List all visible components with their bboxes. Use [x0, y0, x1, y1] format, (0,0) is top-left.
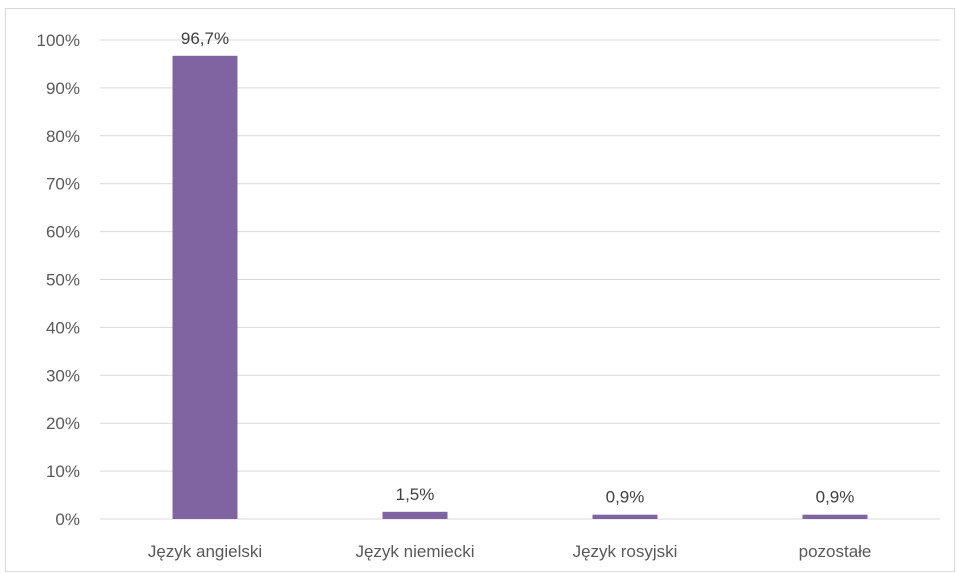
data-labels: 96,7% 1,5% 0,9% 0,9% [181, 29, 854, 507]
x-axis-ticks: Język angielski Język niemiecki Język rosy… [148, 542, 872, 561]
y-tick-label: 70% [46, 175, 80, 194]
y-tick-label: 0% [55, 510, 80, 529]
chart-frame [5, 8, 955, 572]
y-tick-label: 90% [46, 79, 80, 98]
data-label: 0,9% [816, 488, 855, 507]
bar [172, 55, 238, 519]
bar [382, 511, 448, 519]
x-tick-label: Język rosyjski [573, 542, 678, 561]
y-tick-label: 10% [46, 462, 80, 481]
x-tick-label: Język niemiecki [355, 542, 474, 561]
y-axis-ticks: 0% 10% 20% 30% 40% 50% 60% 70% 80% 90% 100% [37, 31, 80, 529]
y-tick-label: 60% [46, 223, 80, 242]
y-tick-label: 80% [46, 127, 80, 146]
data-label: 0,9% [606, 488, 645, 507]
bar [802, 514, 868, 519]
data-label: 1,5% [396, 485, 435, 504]
y-tick-label: 50% [46, 271, 80, 290]
data-label: 96,7% [181, 29, 229, 48]
x-tick-label: Język angielski [148, 542, 262, 561]
y-tick-label: 40% [46, 318, 80, 337]
y-tick-label: 30% [46, 366, 80, 385]
bars [172, 55, 868, 519]
gridlines [100, 39, 940, 520]
y-tick-label: 100% [37, 31, 80, 50]
x-tick-label: pozostałe [799, 542, 872, 561]
bar [592, 514, 658, 519]
y-tick-label: 20% [46, 414, 80, 433]
